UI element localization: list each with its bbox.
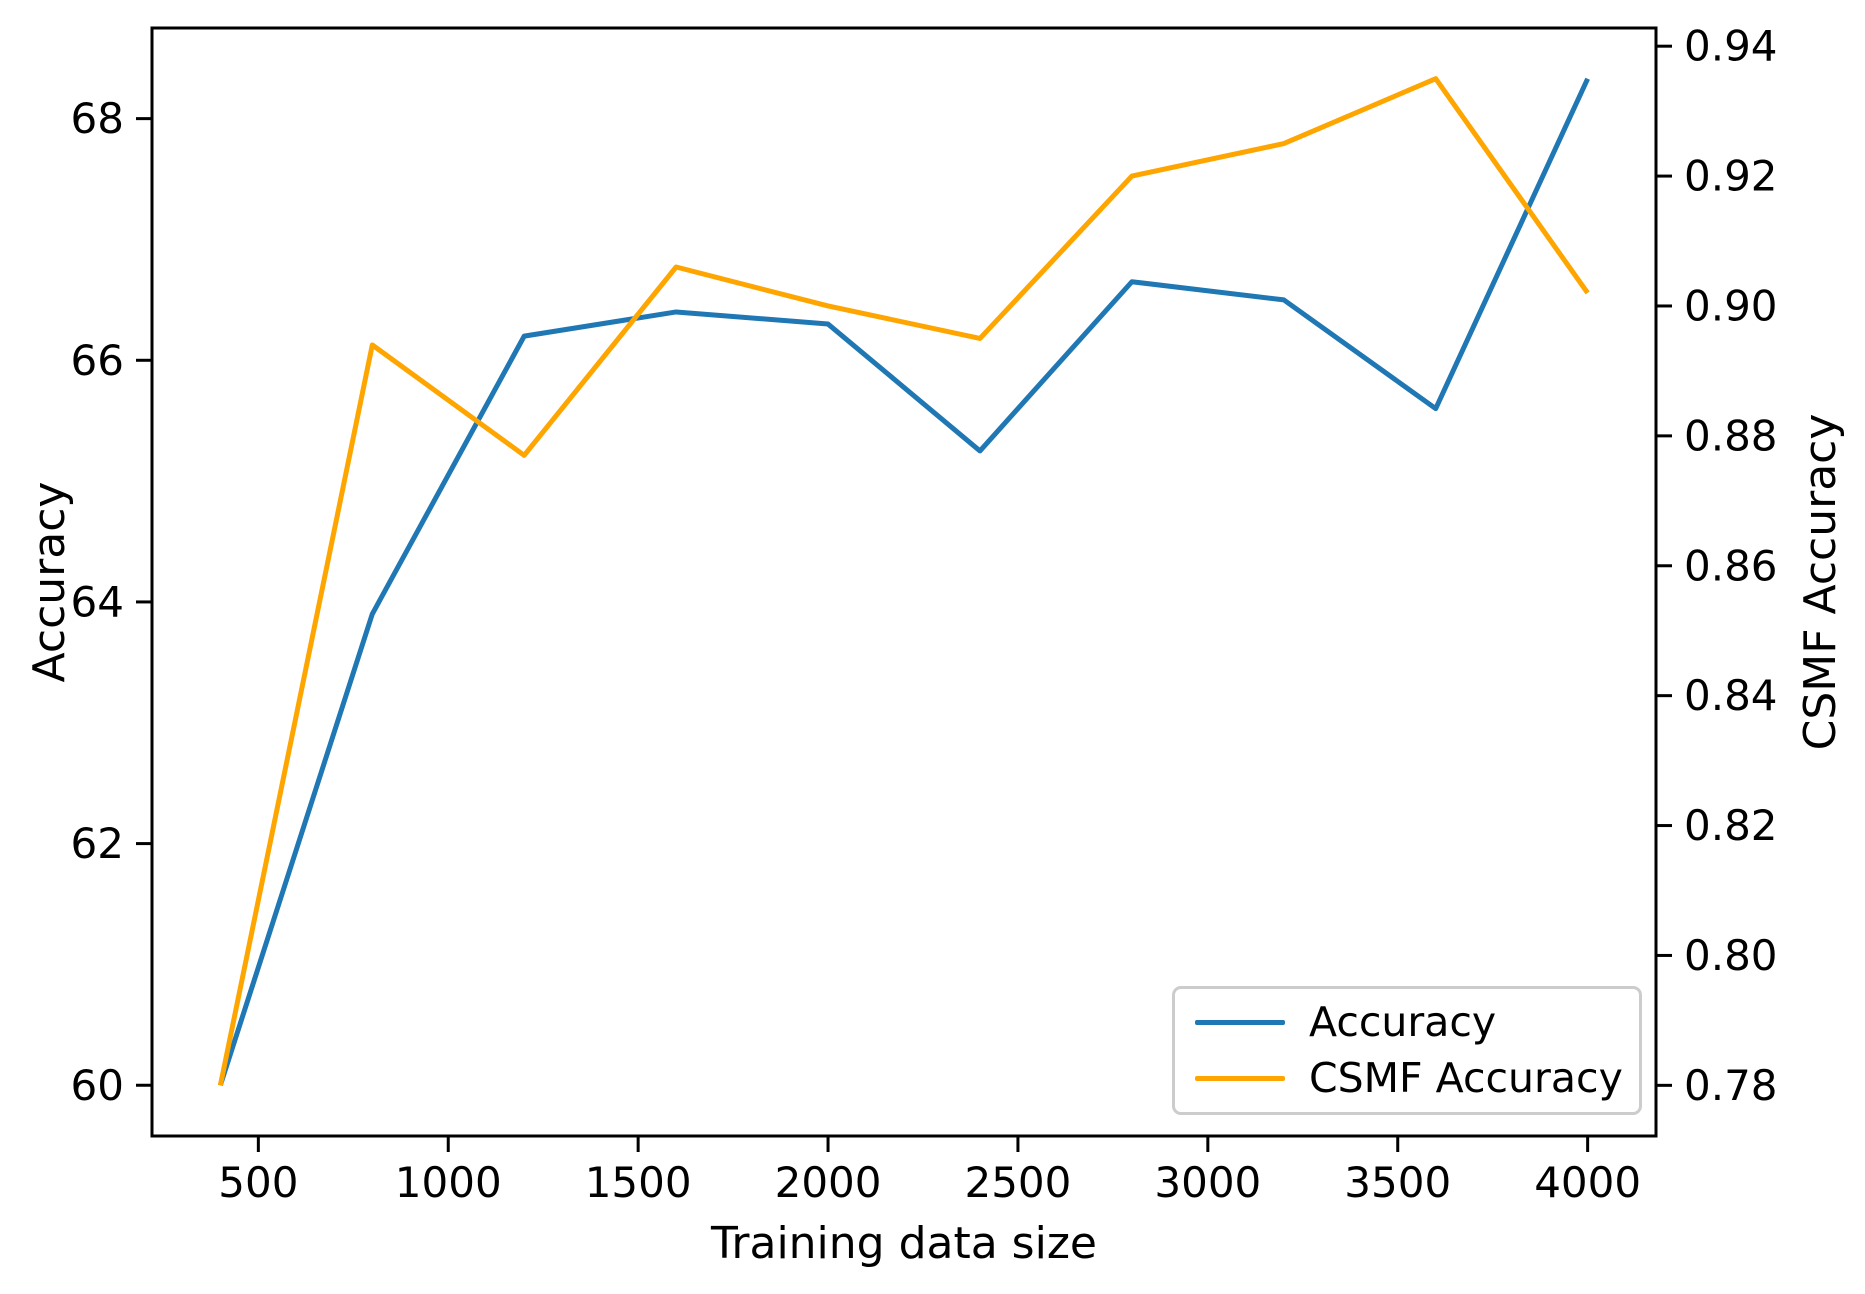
y-right-tick-label: 0.82 (1684, 801, 1778, 850)
y-right-tick-label: 0.92 (1684, 152, 1778, 201)
plot-area-border (150, 26, 1658, 1138)
y-right-tick-label: 0.94 (1684, 22, 1778, 71)
y-right-tick-label: 0.78 (1684, 1061, 1778, 1110)
csmf-accuracy-line (217, 76, 1590, 1086)
legend-row: Accuracy (1195, 997, 1639, 1046)
x-tick-label: 4000 (1534, 1158, 1641, 1207)
left-y-axis-title: Accuracy (24, 481, 75, 683)
x-tick-label: 1000 (395, 1158, 502, 1207)
y-left-tick-label: 62 (71, 819, 124, 868)
y-right-tick-label: 0.80 (1684, 931, 1778, 980)
y-left-tick-label: 64 (71, 577, 124, 626)
x-tick-label: 500 (218, 1158, 298, 1207)
legend-row: CSMF Accuracy (1195, 1053, 1639, 1102)
legend-label: Accuracy (1309, 997, 1497, 1046)
legend-swatch-csmf-accuracy (1195, 1076, 1285, 1082)
x-tick-label: 1500 (585, 1158, 692, 1207)
y-right-tick-label: 0.84 (1684, 671, 1778, 720)
y-right-tick-label: 0.90 (1684, 281, 1778, 330)
y-left-tick-label: 60 (71, 1061, 124, 1110)
right-y-axis-title: CSMF Accuracy (1795, 413, 1846, 751)
y-left-tick-label: 66 (71, 336, 124, 385)
x-tick-label: 2500 (964, 1158, 1071, 1207)
legend-label: CSMF Accuracy (1309, 1053, 1623, 1102)
x-tick-label: 2000 (775, 1158, 882, 1207)
y-left-tick-label: 68 (71, 94, 124, 143)
y-right-tick-label: 0.86 (1684, 541, 1778, 590)
accuracy-line (217, 77, 1590, 1087)
legend: Accuracy CSMF Accuracy (1172, 986, 1642, 1115)
x-tick-label: 3500 (1344, 1158, 1451, 1207)
legend-swatch-accuracy (1195, 1019, 1285, 1025)
x-tick-label: 3000 (1154, 1158, 1261, 1207)
x-axis-title: Training data size (710, 1218, 1097, 1269)
y-right-tick-label: 0.88 (1684, 411, 1778, 460)
